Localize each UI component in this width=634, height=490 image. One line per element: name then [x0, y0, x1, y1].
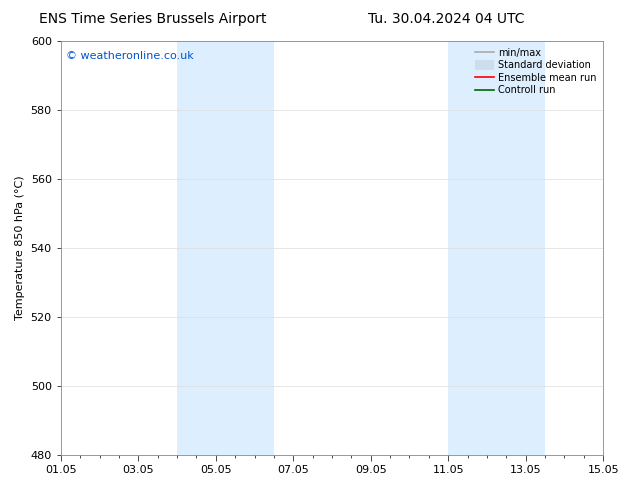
Text: Tu. 30.04.2024 04 UTC: Tu. 30.04.2024 04 UTC	[368, 12, 524, 26]
Y-axis label: Temperature 850 hPa (°C): Temperature 850 hPa (°C)	[15, 175, 25, 320]
Bar	[177, 41, 274, 455]
Legend: min/max, Standard deviation, Ensemble mean run, Controll run: min/max, Standard deviation, Ensemble me…	[472, 46, 598, 97]
Text: © weatheronline.co.uk: © weatheronline.co.uk	[67, 51, 194, 61]
Text: ENS Time Series Brussels Airport: ENS Time Series Brussels Airport	[39, 12, 266, 26]
Bar	[448, 41, 545, 455]
